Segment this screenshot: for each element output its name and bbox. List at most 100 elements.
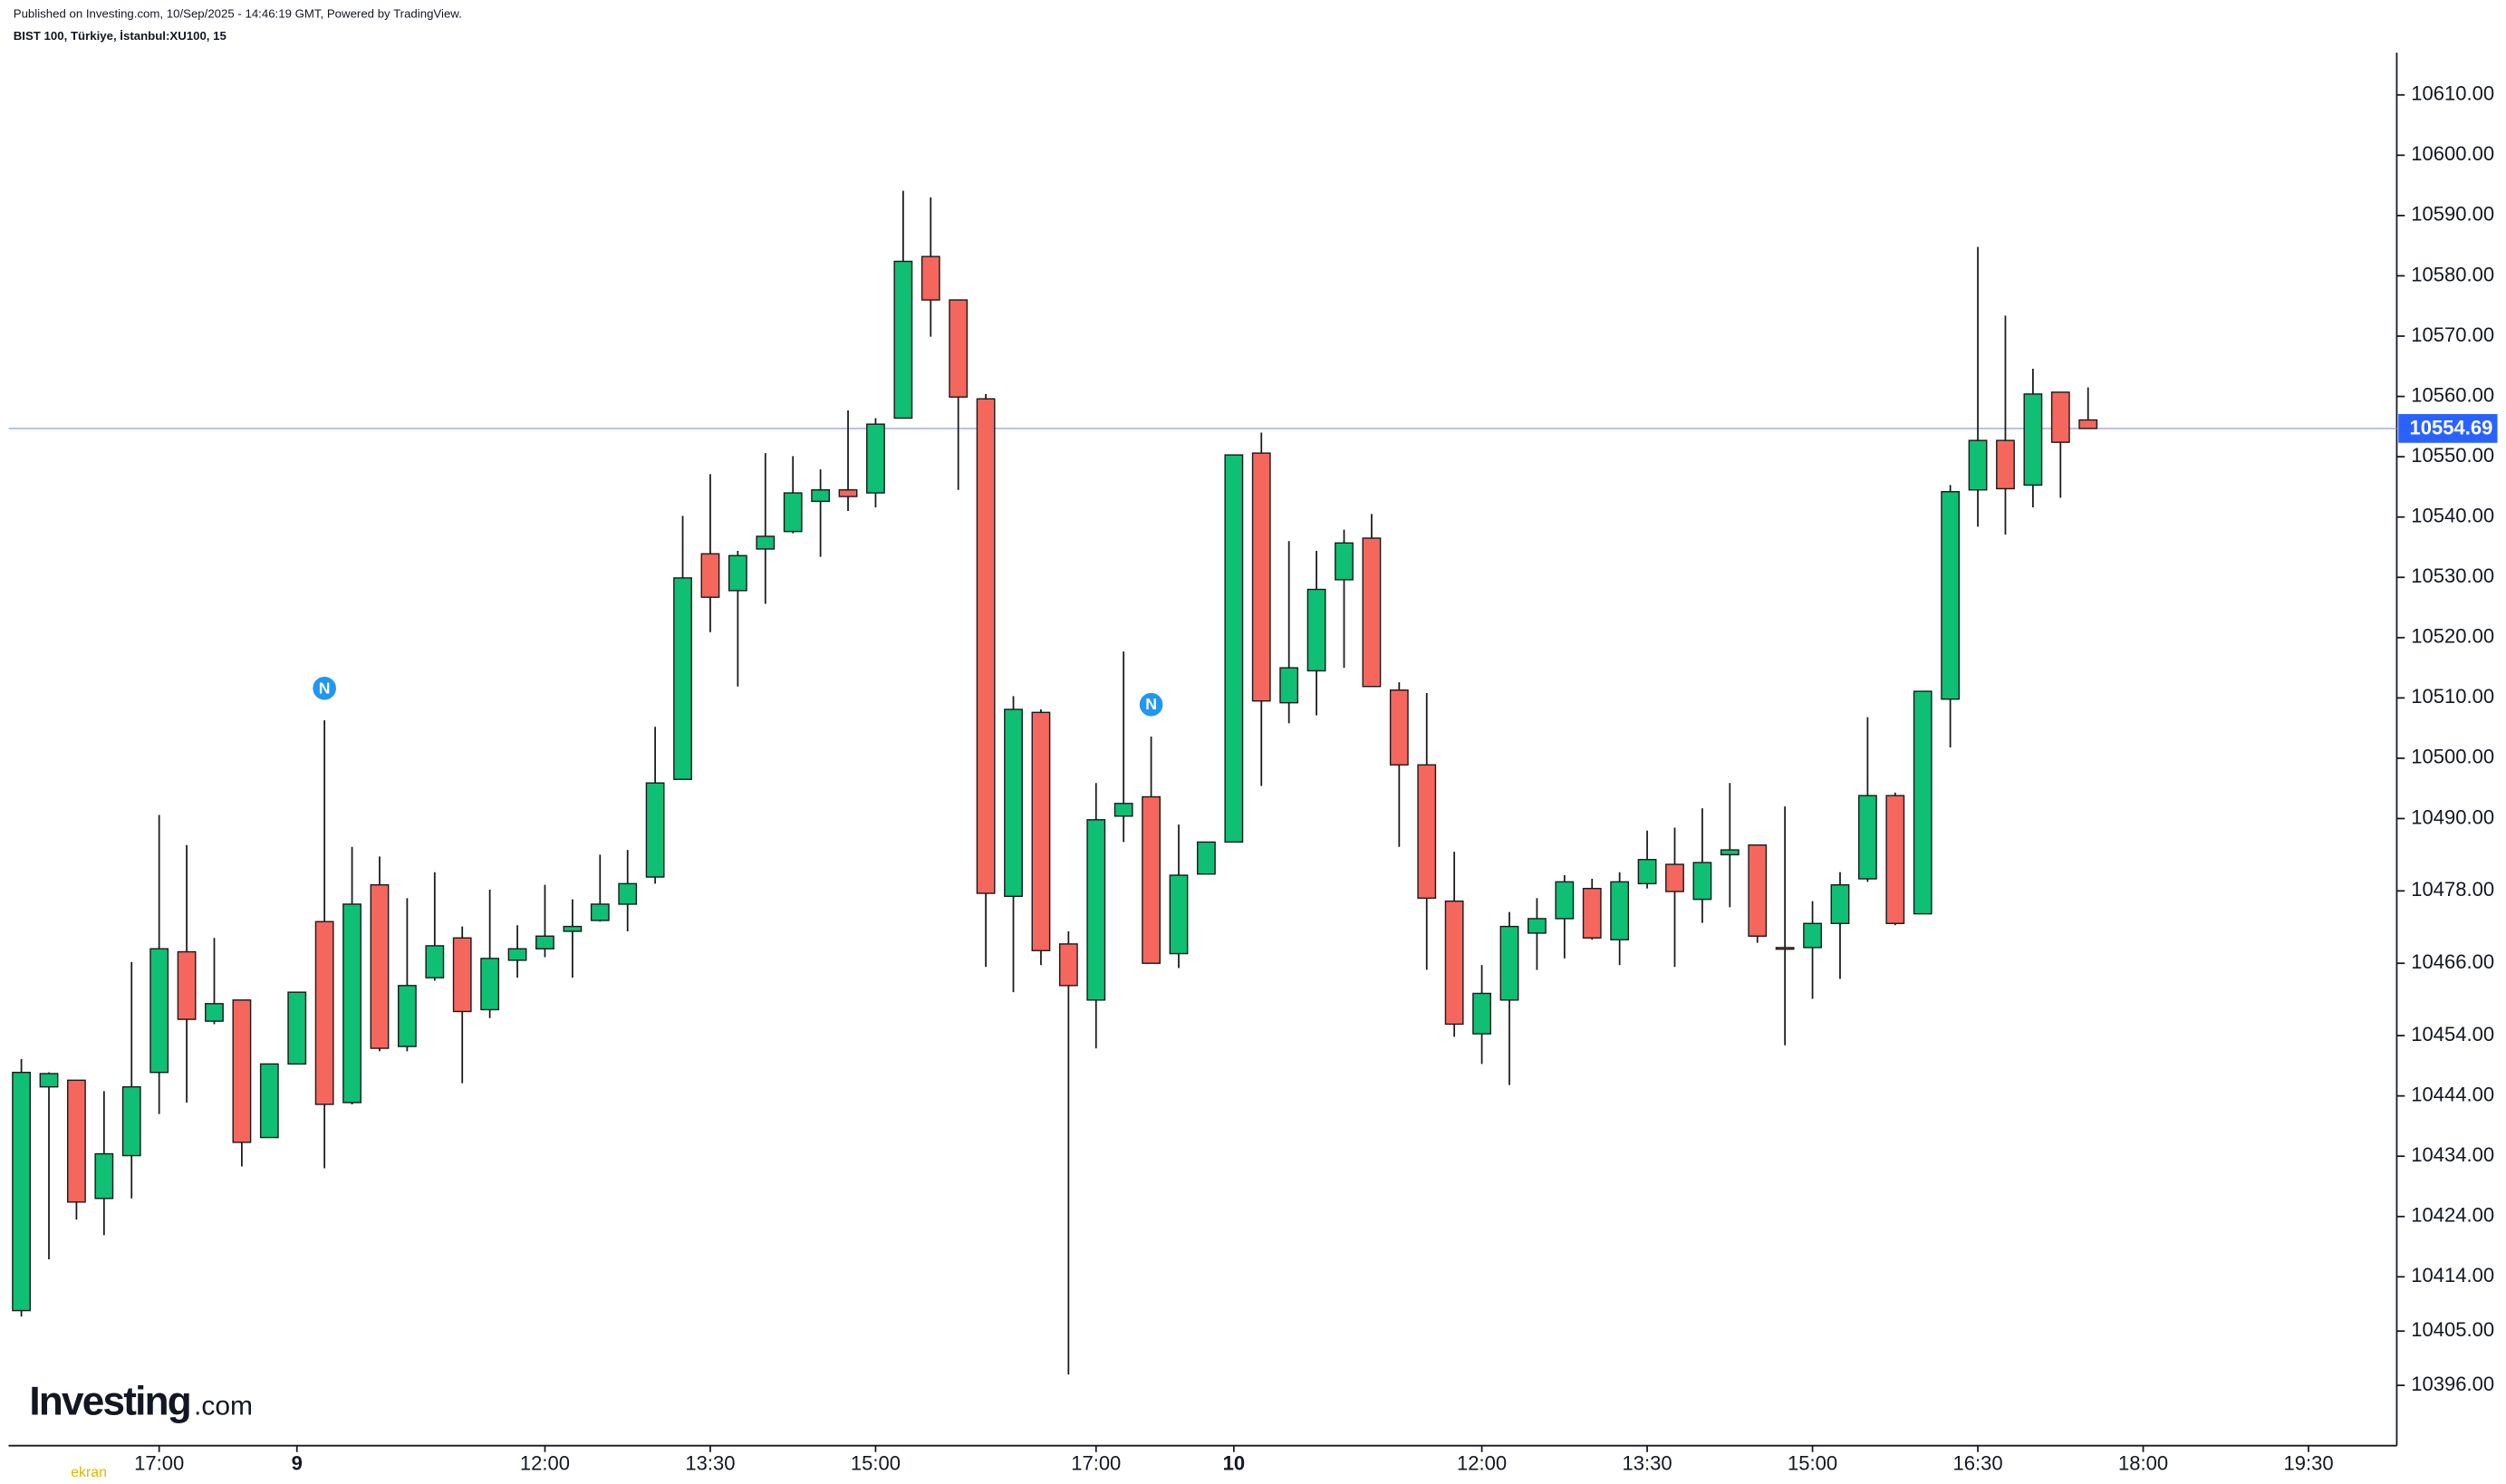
candle-body [1004, 708, 1023, 898]
candle-body [1362, 537, 1382, 688]
x-tick-label: 15:00 [1788, 1452, 1837, 1475]
candle-body [1665, 863, 1684, 892]
watermark: ekran [71, 1465, 107, 1480]
y-tick-label: 10454.00 [2411, 1023, 2494, 1046]
candle-body [287, 991, 307, 1065]
candle-body [976, 398, 996, 894]
x-tick-label: 13:30 [1623, 1452, 1672, 1475]
x-tick-label: 15:00 [851, 1452, 901, 1475]
candle-body [1417, 764, 1437, 900]
y-tick-label: 10500.00 [2411, 746, 2494, 768]
candle-body [1913, 690, 1933, 915]
candle-body [1528, 918, 1547, 934]
candle-body [1996, 439, 2015, 490]
candle-body [12, 1071, 31, 1312]
candle-body [673, 577, 692, 780]
y-tick-label: 10590.00 [2411, 203, 2494, 226]
candle-body [1582, 887, 1602, 939]
candle-body [205, 1003, 224, 1022]
candle-body [94, 1152, 114, 1200]
candle-body [342, 903, 361, 1103]
x-tick-label: 18:00 [2118, 1452, 2168, 1475]
candle-body [452, 937, 472, 1013]
y-tick-label: 10600.00 [2411, 142, 2494, 165]
y-tick-label: 10396.00 [2411, 1373, 2494, 1395]
y-tick-label: 10444.00 [2411, 1083, 2494, 1105]
candle-body [2023, 393, 2043, 487]
candle-body [1335, 542, 1354, 581]
y-tick-label: 10530.00 [2411, 564, 2494, 587]
candle-body [783, 492, 803, 533]
candle-body [1058, 943, 1078, 987]
published-note: Published on Investing.com, 10/Sep/2025 … [14, 6, 462, 20]
candle-body [397, 985, 417, 1047]
y-tick-label: 10520.00 [2411, 625, 2494, 648]
candle-body [507, 948, 527, 961]
candle-body [920, 255, 940, 301]
candle-body [1499, 925, 1519, 1001]
candle-body [370, 883, 390, 1049]
candle-body [259, 1063, 279, 1139]
last-price-label: 10554.69 [2410, 417, 2493, 439]
candle-body [1637, 859, 1657, 885]
event-marker [1137, 690, 1166, 719]
candle-body [1197, 841, 1216, 875]
x-tick-label: 16:30 [1952, 1452, 2002, 1475]
candle-body [838, 489, 858, 497]
candle-body [1857, 795, 1877, 880]
candle-body [2050, 391, 2070, 443]
candle-body [2078, 419, 2098, 429]
candle-body [1720, 849, 1740, 856]
candle-body [1389, 689, 1409, 766]
y-tick-label: 10414.00 [2411, 1264, 2494, 1286]
candle-body [149, 948, 169, 1074]
candle-body [756, 535, 776, 550]
candle-body [866, 423, 885, 494]
candle-body [121, 1085, 141, 1157]
x-tick-label: 10 [1223, 1452, 1246, 1475]
candle-body [1555, 881, 1575, 920]
candle-body [1968, 439, 1988, 491]
y-tick-label: 10550.00 [2411, 444, 2494, 467]
x-tick-label: 13:30 [685, 1452, 735, 1475]
candle-body [480, 958, 500, 1011]
candle-body [535, 935, 554, 949]
candle-body [1086, 819, 1106, 1001]
x-tick-label: 12:00 [1457, 1452, 1507, 1475]
candle-body [1251, 452, 1271, 702]
candle-body [67, 1079, 86, 1203]
candle-body [1142, 795, 1161, 964]
candle-body [700, 553, 720, 598]
candle-body [177, 950, 197, 1020]
y-tick-label: 10580.00 [2411, 263, 2494, 285]
candle-body [893, 260, 913, 419]
candle-body [590, 903, 610, 921]
event-marker [310, 674, 339, 703]
y-tick-label: 10570.00 [2411, 323, 2494, 346]
candle-body [425, 945, 445, 978]
y-tick-label: 10424.00 [2411, 1204, 2494, 1227]
candle-body [1444, 900, 1464, 1026]
candle-body [1113, 803, 1133, 817]
y-tick-label: 10434.00 [2411, 1143, 2494, 1166]
x-tick-label: 12:00 [520, 1452, 570, 1475]
symbol-title: BIST 100, Türkiye, İstanbul:XU100, 15 [14, 29, 227, 43]
x-tick-label: 17:00 [1071, 1452, 1121, 1475]
candle-body [232, 999, 252, 1143]
candle-body [1031, 711, 1051, 951]
last-price-box [2398, 414, 2498, 443]
candle-body [1830, 883, 1850, 924]
x-tick-label: 17:00 [134, 1452, 184, 1475]
candle-body [563, 925, 583, 932]
candle-body [1306, 588, 1326, 672]
candle-body [1224, 454, 1244, 843]
candle-body [1692, 862, 1712, 901]
logo-brand: Investing [29, 1379, 190, 1423]
x-tick-label: 9 [292, 1452, 303, 1475]
y-tick-label: 10540.00 [2411, 504, 2494, 526]
event-label: N [319, 679, 331, 697]
candle-body [1610, 881, 1630, 940]
